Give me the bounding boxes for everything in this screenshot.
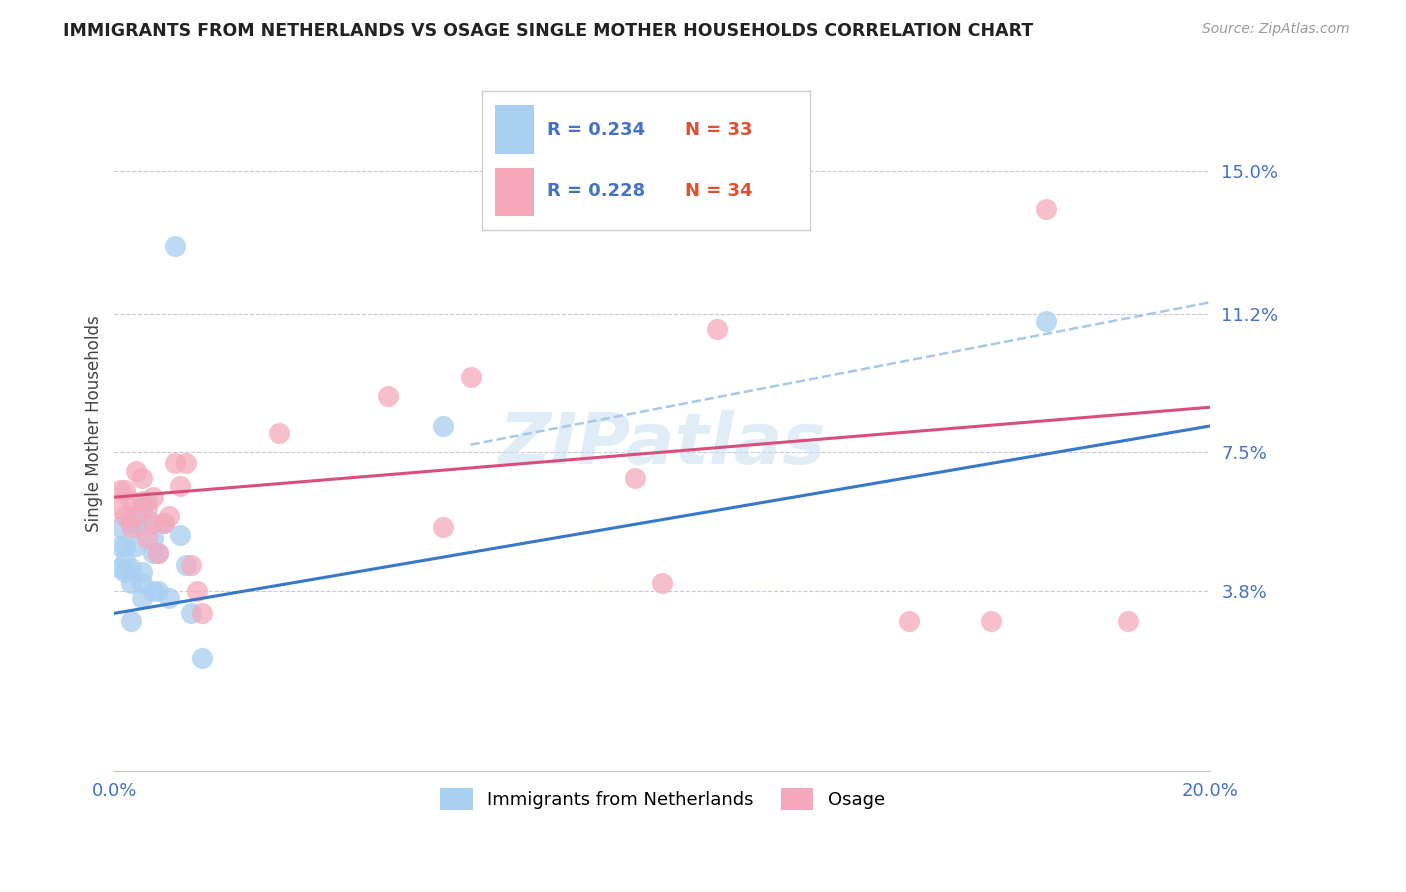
Point bbox=[174, 457, 197, 471]
Point bbox=[131, 501, 153, 516]
Point bbox=[980, 614, 1002, 628]
Point bbox=[142, 583, 165, 598]
Point bbox=[120, 561, 142, 575]
Point bbox=[460, 370, 482, 384]
Point bbox=[157, 591, 180, 606]
Point bbox=[125, 464, 148, 478]
Point bbox=[114, 508, 136, 523]
Point bbox=[1116, 614, 1139, 628]
Point bbox=[191, 607, 214, 621]
Legend: Immigrants from Netherlands, Osage: Immigrants from Netherlands, Osage bbox=[426, 773, 898, 824]
Point bbox=[432, 520, 454, 534]
Point bbox=[142, 532, 165, 546]
Point bbox=[432, 419, 454, 434]
Point bbox=[148, 583, 170, 598]
Point bbox=[136, 513, 159, 527]
Point bbox=[114, 554, 136, 568]
Point bbox=[152, 516, 174, 531]
Point bbox=[120, 520, 142, 534]
Point bbox=[125, 520, 148, 534]
Point bbox=[136, 501, 159, 516]
Point bbox=[114, 539, 136, 553]
Point bbox=[131, 565, 153, 579]
Point bbox=[136, 494, 159, 508]
Point bbox=[186, 583, 208, 598]
Point bbox=[1035, 314, 1057, 328]
Point bbox=[131, 471, 153, 485]
Point bbox=[120, 614, 142, 628]
Point bbox=[152, 516, 174, 531]
Point bbox=[114, 565, 136, 579]
Text: Source: ZipAtlas.com: Source: ZipAtlas.com bbox=[1202, 22, 1350, 37]
Point bbox=[125, 508, 148, 523]
Point bbox=[108, 539, 131, 553]
Point bbox=[120, 516, 142, 531]
Point bbox=[131, 576, 153, 591]
Point bbox=[148, 546, 170, 560]
Point bbox=[125, 539, 148, 553]
Point bbox=[125, 508, 148, 523]
Point bbox=[897, 614, 920, 628]
Point bbox=[169, 479, 191, 493]
Point bbox=[180, 558, 202, 572]
Text: IMMIGRANTS FROM NETHERLANDS VS OSAGE SINGLE MOTHER HOUSEHOLDS CORRELATION CHART: IMMIGRANTS FROM NETHERLANDS VS OSAGE SIN… bbox=[63, 22, 1033, 40]
Point bbox=[377, 389, 399, 403]
Point bbox=[174, 558, 197, 572]
Point bbox=[142, 490, 165, 504]
Point bbox=[120, 576, 142, 591]
Point bbox=[706, 321, 728, 335]
Point bbox=[108, 483, 131, 497]
Point bbox=[651, 576, 673, 591]
Point bbox=[163, 457, 186, 471]
Point bbox=[1035, 202, 1057, 216]
Point bbox=[108, 520, 131, 534]
Point bbox=[131, 591, 153, 606]
Point bbox=[131, 494, 153, 508]
Point bbox=[108, 561, 131, 575]
Point bbox=[163, 239, 186, 253]
Point bbox=[157, 508, 180, 523]
Point bbox=[180, 607, 202, 621]
Point bbox=[108, 501, 131, 516]
Point bbox=[142, 516, 165, 531]
Text: ZIPatlas: ZIPatlas bbox=[499, 410, 827, 479]
Point bbox=[136, 532, 159, 546]
Point bbox=[267, 426, 290, 441]
Point bbox=[114, 483, 136, 497]
Y-axis label: Single Mother Households: Single Mother Households bbox=[86, 316, 103, 533]
Point bbox=[624, 471, 647, 485]
Point bbox=[169, 527, 191, 541]
Point bbox=[191, 651, 214, 665]
Point bbox=[148, 546, 170, 560]
Point bbox=[120, 494, 142, 508]
Point bbox=[142, 546, 165, 560]
